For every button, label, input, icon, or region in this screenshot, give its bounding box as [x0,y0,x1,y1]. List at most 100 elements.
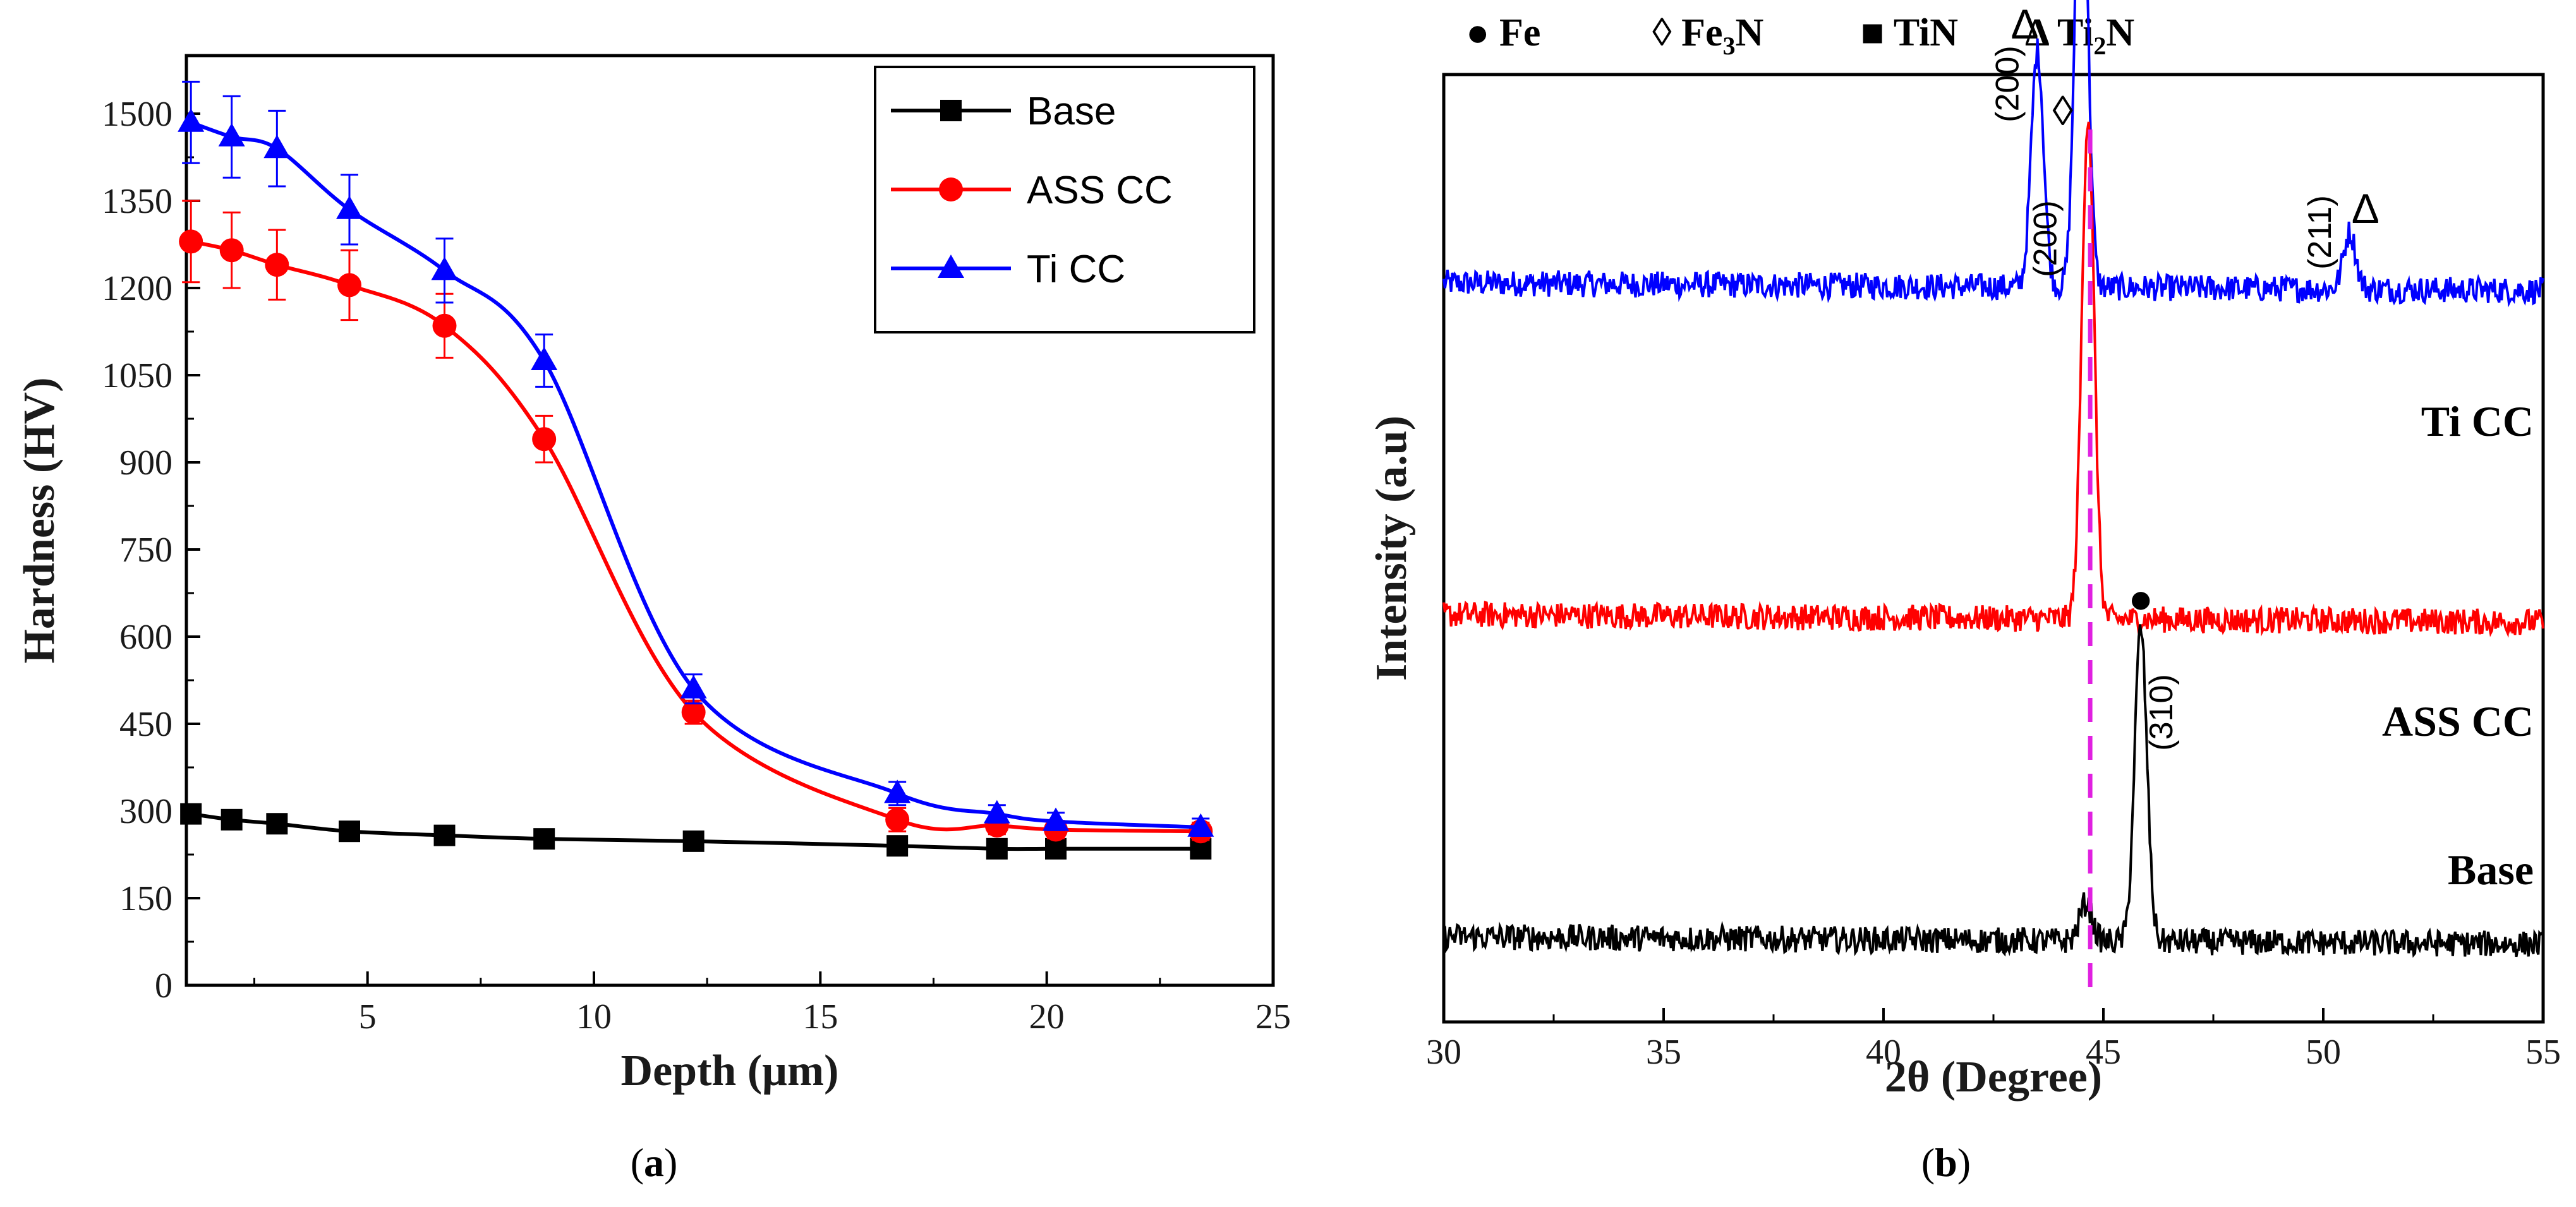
marker-triangle [178,108,205,132]
hardness-y-axis-label: Hardness (HV) [15,377,64,663]
series-ti-cc [178,80,1214,838]
marker-triangle [680,675,707,699]
marker-circle [179,229,203,254]
marker-square [1045,838,1067,860]
marker-square [886,835,909,857]
legend-label: ASS CC [1027,169,1173,212]
y-tick-label: 1350 [102,182,172,221]
xrd-trace-line [1442,121,2544,638]
hardness-x-axis-label: Depth (μm) [621,1047,839,1095]
y-tick-label: 1050 [102,356,172,395]
marker-square [682,830,704,852]
hardness-plot-frame [184,54,1275,987]
xrd-x-axis-label: 2θ (Degree) [1885,1053,2102,1102]
xrd-trace-base [1442,624,2544,958]
hardness-legend: Base ASS CC Ti CC [874,66,1255,333]
marker-triangle [1187,813,1214,837]
x-tick-label: 15 [802,997,838,1036]
xrd-trace-line [1442,0,2544,308]
marker-circle [432,313,457,338]
xrd-series [1442,0,2544,958]
y-tick-label: 450 [119,705,172,744]
marker-circle [532,427,557,452]
marker-circle [939,177,963,201]
xrd-y-axis-label: Intensity (a.u) [1367,416,1416,681]
peak-phase-symbol: ◊ [2052,87,2073,134]
x-tick-label: 35 [1646,1033,1681,1072]
peak-index-label: (200) [1990,45,2026,122]
series-line [190,120,1201,829]
peak-phase-symbol: Δ [2352,185,2379,232]
trace-label: Base [2448,846,2534,894]
legend-label: Base [1027,90,1116,133]
y-tick-label: 150 [119,879,172,918]
xrd-plot-frame [1442,73,2545,1024]
marker-circle [265,253,289,277]
xrd-chart: ● Fe ◊ Fe3N ■ TiN Δ Ti2N 30 35 40 45 50 55 Ti… [1367,0,2561,1185]
marker-square [533,828,555,850]
series-line [190,239,1201,834]
legend-entry-base: Base [891,90,1116,133]
marker-circle [885,807,910,832]
y-tick-label: 1200 [102,269,172,308]
marker-triangle [431,256,458,280]
marker-triangle [983,800,1010,824]
peak-index-label: (310) [2143,674,2180,750]
trace-label: Ti CC [2421,397,2534,445]
series-base [180,803,1212,860]
marker-square [266,813,288,835]
phase-legend-tin: ■ TiN [1861,11,1958,54]
series-ass-cc [179,200,1213,844]
hardness-series [178,80,1214,860]
marker-square [940,100,962,121]
xrd-x-tick-labels: 30 35 40 45 50 55 [1426,1033,2561,1072]
hardness-chart: 0 150 300 450 600 750 900 1050 1200 1350 1500 5 10 1… [15,54,1291,1185]
marker-square [433,824,456,846]
marker-square [180,803,202,825]
y-tick-label: 600 [119,618,172,657]
xrd-trace-ti-cc [1442,0,2544,308]
peak-index-label: (200) [2028,200,2064,277]
x-tick-label: 40 [1866,1033,1901,1072]
phase-legend-fe3n: ◊ Fe3N [1652,11,1763,60]
x-tick-label: 25 [1255,997,1291,1036]
legend-entries: Base ASS CC Ti CC [891,90,1173,291]
marker-triangle [938,255,964,278]
x-tick-label: 20 [1029,997,1065,1036]
marker-triangle [263,135,291,159]
hardness-x-tick-labels: 5 10 15 20 25 [359,997,1291,1036]
y-tick-label: 1500 [102,95,172,134]
x-tick-label: 50 [2306,1033,2341,1072]
trace-label: ASS CC [2382,697,2534,745]
xrd-trace-ass-cc [1442,121,2544,638]
x-tick-label: 45 [2086,1033,2121,1072]
xrd-trace-line [1442,624,2544,958]
marker-triangle [336,195,363,219]
legend-entry-ass-cc: ASS CC [891,169,1173,212]
peak-phase-symbol: ● [2128,575,2153,622]
marker-triangle [218,123,245,147]
marker-circle [219,238,244,263]
marker-circle [337,273,361,297]
y-tick-label: 750 [119,531,172,570]
y-tick-label: 900 [119,443,172,483]
y-tick-label: 0 [155,966,172,1006]
marker-square [221,808,243,831]
xrd-ticks [1442,1008,2544,1022]
x-tick-label: 10 [576,997,612,1036]
marker-triangle [884,779,911,803]
marker-triangle [1043,807,1069,831]
marker-triangle [531,347,558,370]
phase-legend-fe: ● Fe [1466,11,1540,54]
legend-label: Ti CC [1027,248,1125,291]
marker-square [339,820,360,843]
peak-index-label: (211) [2302,195,2338,270]
hardness-y-tick-labels: 0 150 300 450 600 750 900 1050 1200 1350 1500 [102,95,172,1006]
peak-phase-symbol: Δ [2011,1,2039,47]
x-tick-label: 5 [359,997,377,1036]
legend-entry-ti-cc: Ti CC [891,248,1125,291]
y-tick-label: 300 [119,792,172,831]
panel-a-caption: (a) [631,1140,678,1185]
